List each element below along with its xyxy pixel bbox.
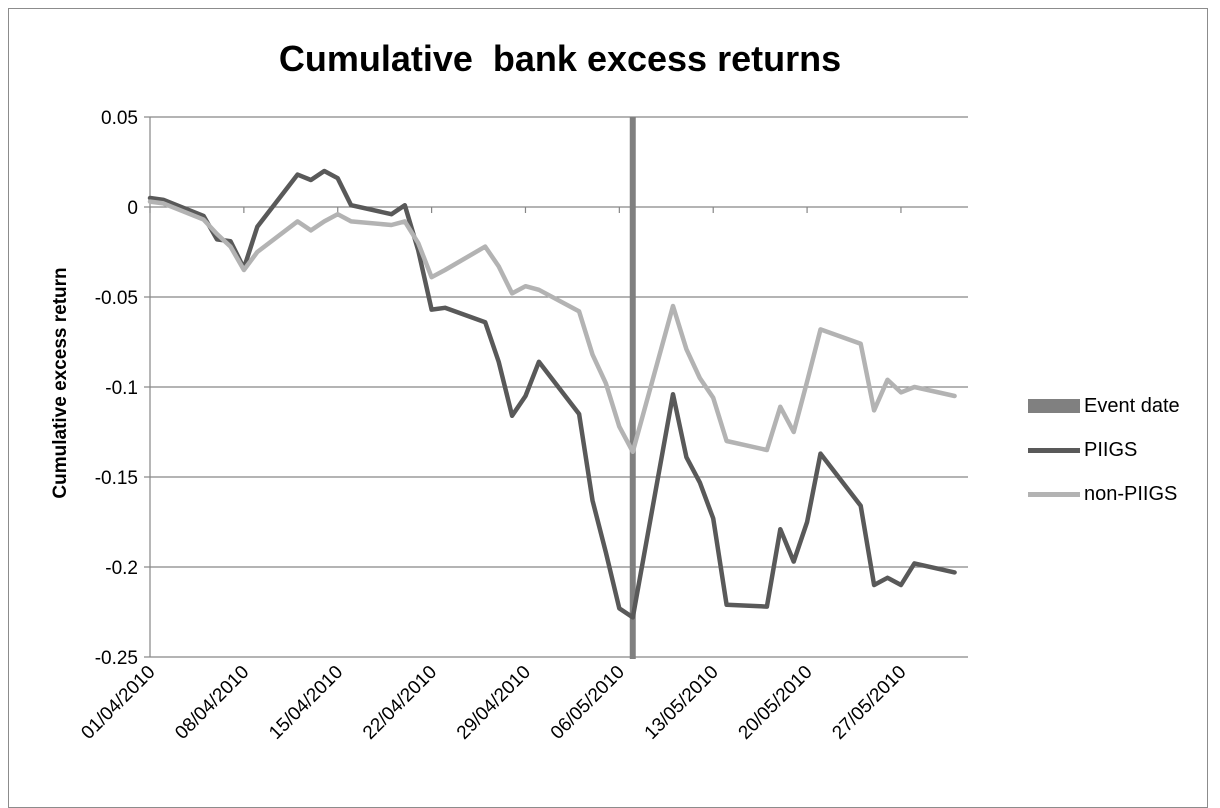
legend-swatch-non-piigs xyxy=(1028,491,1080,497)
y-axis-label: Cumulative excess return xyxy=(50,267,71,498)
axes xyxy=(144,116,968,658)
event-date-line xyxy=(629,117,636,659)
x-tick-label: 01/04/2010 xyxy=(77,662,159,744)
x-tick-label: 27/05/2010 xyxy=(828,662,910,744)
x-tick-label: 06/05/2010 xyxy=(547,662,629,744)
legend-item-piigs: PIIGS xyxy=(1028,428,1180,472)
legend: Event date PIIGS non-PIIGS xyxy=(1028,384,1180,516)
legend-label-piigs: PIIGS xyxy=(1084,438,1138,461)
legend-swatch-piigs xyxy=(1028,447,1080,453)
legend-item-non-piigs: non-PIIGS xyxy=(1028,472,1180,516)
x-tick-label: 22/04/2010 xyxy=(359,662,441,744)
series-line-piigs xyxy=(147,168,957,620)
y-tick-label: -0.05 xyxy=(95,288,138,309)
y-tick-label: 0.05 xyxy=(101,108,138,129)
y-tick-label: -0.2 xyxy=(105,558,138,579)
x-tick-label: 20/05/2010 xyxy=(735,662,817,744)
legend-label-non-piigs: non-PIIGS xyxy=(1084,482,1178,505)
gridlines xyxy=(150,116,968,658)
x-tick-label: 13/05/2010 xyxy=(641,662,723,744)
chart-title: Cumulative bank excess returns xyxy=(278,38,842,79)
legend-label-event-date: Event date xyxy=(1084,394,1180,417)
legend-item-event-date: Event date xyxy=(1028,384,1180,428)
x-tick-label: 08/04/2010 xyxy=(171,662,253,744)
y-tick-label: -0.15 xyxy=(95,468,138,489)
y-tick-label: -0.1 xyxy=(105,378,138,399)
x-tick-label: 15/04/2010 xyxy=(265,662,347,744)
series-lines xyxy=(147,117,957,659)
y-tick-label: -0.25 xyxy=(95,648,138,669)
x-tick-label: 29/04/2010 xyxy=(453,662,535,744)
y-tick-label: 0 xyxy=(127,198,138,219)
series-line-non-piigs xyxy=(147,199,957,455)
legend-swatch-event-date xyxy=(1028,399,1080,413)
